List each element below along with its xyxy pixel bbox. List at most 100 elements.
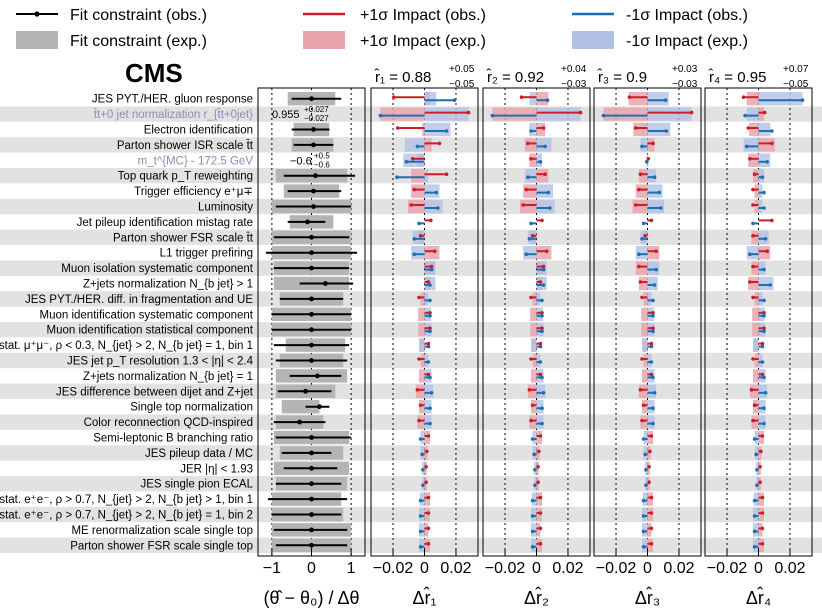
impact-down-exp-box — [412, 230, 425, 244]
impact-up-obs-marker — [538, 372, 543, 377]
impact-title-up: +0.05 — [449, 64, 475, 75]
impact-down-obs-marker — [538, 160, 543, 164]
pull-exp-box — [281, 400, 320, 414]
legend-down-exp-label: -1σ Impact (exp.) — [626, 33, 748, 50]
impact-up-exp-box — [754, 353, 759, 368]
impact-down-exp-box — [529, 92, 537, 106]
parameter-label: Electron identification — [144, 125, 253, 137]
impact-up-exp-box — [752, 369, 759, 383]
impact-up-obs-marker — [415, 388, 420, 392]
impact-down-exp-box — [524, 169, 537, 183]
impact-down-obs-marker — [760, 344, 765, 349]
pull-tick-label: −1 — [263, 560, 281, 577]
impact-down-obs-marker — [762, 298, 766, 303]
impact-up-obs-marker — [649, 511, 654, 515]
impact-up-obs-marker — [417, 295, 421, 300]
impact-up-obs-marker — [529, 157, 533, 161]
impact-down-obs-marker — [428, 283, 432, 287]
impact-down-obs-marker — [641, 221, 646, 226]
impact-up-obs-marker — [426, 495, 431, 500]
parameter-label: Jet pileup identification mistag rate — [77, 217, 253, 229]
impact-down-obs-marker — [651, 329, 655, 334]
impact-title: r̂₁ = 0.88 — [374, 68, 432, 86]
impact-down-obs-marker — [748, 252, 752, 256]
impact-up-exp-box — [523, 184, 537, 198]
impact-down-obs-marker — [540, 314, 544, 318]
impact-up-exp-box — [758, 492, 765, 506]
impact-down-obs-marker — [540, 406, 544, 411]
impact-up-obs-marker — [748, 157, 752, 161]
impact-up-exp-box — [524, 138, 537, 152]
impact-up-exp-box — [536, 169, 549, 183]
impact-up-obs-marker — [424, 480, 428, 485]
impact-up-exp-box — [492, 107, 537, 121]
impact-down-obs-marker — [651, 375, 655, 380]
impact-up-exp-box — [641, 307, 648, 321]
impact-down-obs-marker — [428, 329, 432, 334]
impact-down-exp-box — [647, 122, 671, 137]
parameter-label: JES pileup data / MC — [145, 448, 253, 460]
impact-down-obs-marker — [540, 298, 544, 303]
impact-down-exp-box — [403, 153, 425, 167]
impact-up-exp-box — [748, 276, 759, 291]
impact-down-exp-box — [752, 507, 759, 522]
parameter-label: Semi-leptonic B branching ratio — [93, 433, 253, 445]
impact-up-exp-box — [530, 400, 537, 414]
impact-down-obs-marker — [651, 314, 655, 318]
legend-up-obs: +1σ Impact (obs.) — [303, 7, 486, 24]
impact-title-down: −0.03 — [561, 79, 587, 90]
legend-up-obs-label: +1σ Impact (obs.) — [360, 7, 486, 24]
impact-down-obs-marker — [762, 421, 766, 426]
impact-down-obs-marker — [765, 160, 769, 164]
parameter-label: Muon isolation systematic component — [61, 263, 254, 275]
impact-up-obs-marker — [751, 203, 755, 207]
pull-marker — [311, 142, 316, 148]
pull-marker — [309, 358, 314, 363]
impact-up-exp-box — [758, 538, 765, 552]
impact-up-obs-marker — [765, 249, 769, 253]
impact-up-exp-box — [418, 400, 425, 414]
impact-up-exp-box — [746, 92, 759, 106]
impact-down-exp-box — [758, 199, 763, 214]
impact-down-obs-marker — [762, 267, 766, 272]
impact-up-obs-marker — [651, 326, 655, 331]
impact-up-obs-marker — [751, 264, 755, 269]
impact-down-obs-marker — [762, 206, 766, 210]
impact-up-obs-marker — [762, 110, 767, 115]
impact-up-exp-box — [536, 430, 543, 445]
impact-up-exp-box — [411, 169, 425, 183]
impact-down-exp-box — [758, 169, 765, 183]
impact-down-obs-marker — [530, 545, 535, 549]
impact-up-obs-marker — [741, 95, 746, 99]
pull-xlabel: (θ̂ − θ₀) / Δθ — [263, 588, 359, 608]
parameter-label: Luminosity — [198, 202, 253, 214]
pull-marker — [322, 281, 328, 286]
impact-down-exp-box — [743, 138, 759, 152]
impact-down-exp-box — [758, 276, 774, 291]
impact-down-obs-marker — [530, 529, 535, 534]
impact-up-exp-box — [532, 292, 537, 306]
impact-up-obs-marker — [654, 249, 658, 253]
impact-up-obs-marker — [432, 249, 437, 253]
parameter-label: JES difference between dijet and Z+jet — [56, 386, 254, 398]
impact-up-exp-box — [527, 384, 537, 398]
impact-down-exp-box — [758, 400, 766, 414]
impact-title-up: +0.04 — [561, 64, 587, 75]
impact-down-exp-box — [647, 292, 652, 306]
impact-up-obs-marker — [627, 95, 632, 99]
impact-up-exp-box — [380, 107, 425, 121]
impact-up-exp-box — [647, 523, 652, 537]
impact-down-obs-marker — [444, 129, 449, 133]
impact-up-obs-marker — [392, 95, 396, 99]
impact-up-exp-box — [751, 230, 759, 244]
impact-tick-label: −0.02 — [373, 560, 414, 577]
parameter-label: Top quark p_T reweighting — [118, 171, 253, 183]
impact-down-obs-marker — [543, 144, 547, 149]
impact-up-exp-box — [758, 523, 763, 537]
impact-down-obs-marker — [538, 344, 543, 349]
impact-down-exp-box — [752, 338, 759, 352]
impact-down-exp-box — [758, 307, 765, 321]
impact-up-obs-marker — [760, 372, 765, 377]
impact-up-exp-box — [758, 107, 765, 121]
